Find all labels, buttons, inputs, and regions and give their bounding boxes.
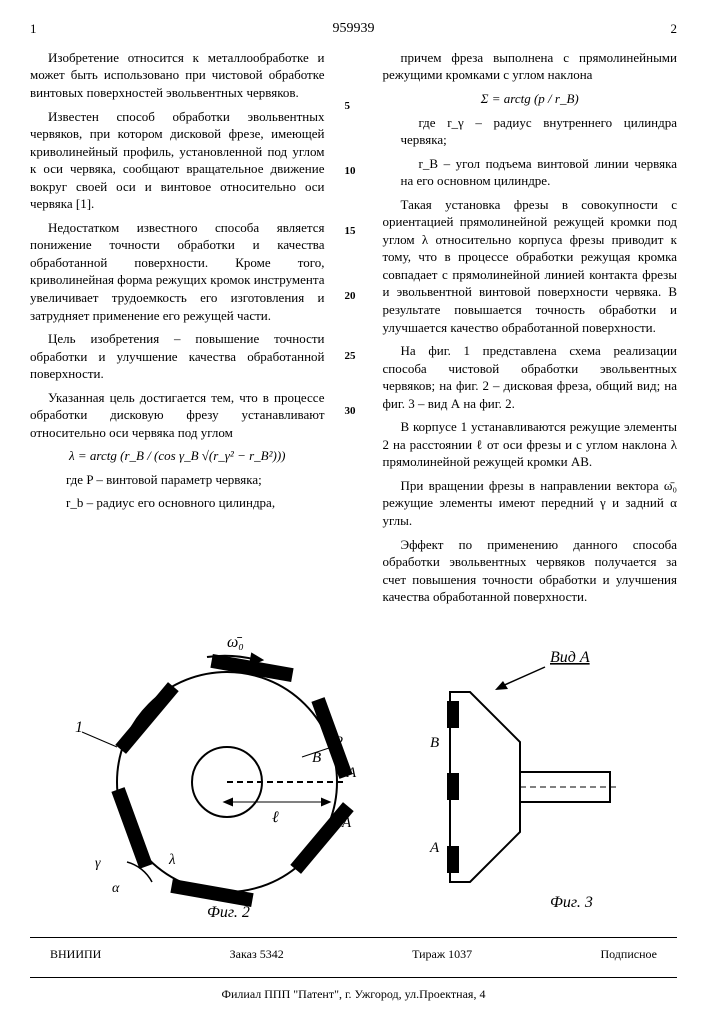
para: причем фреза выполнена с прямолинейными … bbox=[383, 49, 678, 84]
line-number-gutter: 5 10 15 20 25 30 bbox=[345, 49, 363, 612]
label-gamma: γ bbox=[95, 856, 101, 871]
para: Такая установка фрезы в совокупности с о… bbox=[383, 196, 678, 336]
where-clause: r_B – угол подъема винтовой линии червяк… bbox=[383, 155, 678, 190]
label-ell: ℓ bbox=[272, 809, 279, 826]
separator bbox=[30, 977, 677, 978]
line-num: 25 bbox=[345, 349, 356, 364]
line-num: 15 bbox=[345, 224, 356, 239]
para: Эффект по применению данного способа обр… bbox=[383, 536, 678, 606]
where-clause: где P – винтовой параметр червяка; bbox=[30, 471, 325, 489]
para: Известен способ обработки эвольвентных ч… bbox=[30, 108, 325, 213]
footer-order: Заказ 5342 bbox=[230, 946, 284, 962]
formula-sigma: Σ = arctg (p / r_B) bbox=[383, 90, 678, 108]
left-column: Изобретение относится к металлообработке… bbox=[30, 49, 325, 612]
para: Недостатком известного способа является … bbox=[30, 219, 325, 324]
para: В корпусе 1 устанавливаются режущие элем… bbox=[383, 418, 678, 471]
line-num: 5 bbox=[345, 99, 351, 114]
right-column: причем фреза выполнена с прямолинейными … bbox=[383, 49, 678, 612]
document-number: 959939 bbox=[37, 20, 671, 39]
label-lambda: λ bbox=[168, 852, 176, 868]
label-A: A bbox=[346, 765, 357, 781]
where-clause: где r_γ – радиус внутреннего цилиндра че… bbox=[383, 114, 678, 149]
figure-3: Вид А B A Фиг. 3 bbox=[390, 632, 650, 922]
para: На фиг. 1 представлена схема реализации … bbox=[383, 342, 678, 412]
footer-sign: Подписное bbox=[600, 946, 657, 962]
separator bbox=[30, 937, 677, 938]
para: При вращении фрезы в направлении вектора… bbox=[383, 477, 678, 530]
figure-2: 1 2 ω̄₀ A B A ℓ λ α γ Фиг. 2 bbox=[57, 632, 387, 922]
label-B: B bbox=[430, 735, 439, 751]
line-num: 20 bbox=[345, 289, 356, 304]
para: Изобретение относится к металлообработке… bbox=[30, 49, 325, 102]
omega-label: ω̄₀ bbox=[227, 634, 244, 651]
line-num: 10 bbox=[345, 164, 356, 179]
figures-area: 1 2 ω̄₀ A B A ℓ λ α γ Фиг. 2 Вид А B A Ф… bbox=[30, 632, 677, 922]
label-B: B bbox=[312, 750, 321, 766]
footer: ВНИИПИ Заказ 5342 Тираж 1037 Подписное Ф… bbox=[30, 946, 677, 1002]
page-header: 1 959939 2 bbox=[30, 20, 677, 39]
fig2-caption: Фиг. 2 bbox=[207, 904, 250, 921]
label-1: 1 bbox=[75, 719, 83, 736]
footer-org: ВНИИПИ bbox=[50, 946, 101, 962]
label-A2: A bbox=[341, 815, 352, 831]
text-columns: Изобретение относится к металлообработке… bbox=[30, 49, 677, 612]
label-A: A bbox=[429, 840, 440, 856]
page-right-num: 2 bbox=[671, 20, 678, 39]
fig3-title: Вид А bbox=[550, 649, 590, 666]
line-num: 30 bbox=[345, 404, 356, 419]
label-alpha: α bbox=[112, 881, 120, 896]
formula-lambda: λ = arctg (r_B / (cos γ_B √(r_γ² − r_B²)… bbox=[30, 447, 325, 465]
where-clause: r_b – радиус его основного цилиндра, bbox=[30, 494, 325, 512]
para: Указанная цель достигается тем, что в пр… bbox=[30, 389, 325, 442]
para: Цель изобретения – повышение точности об… bbox=[30, 330, 325, 383]
fig3-caption: Фиг. 3 bbox=[550, 894, 593, 911]
label-2: 2 bbox=[335, 734, 343, 751]
footer-tirazh: Тираж 1037 bbox=[412, 946, 472, 962]
